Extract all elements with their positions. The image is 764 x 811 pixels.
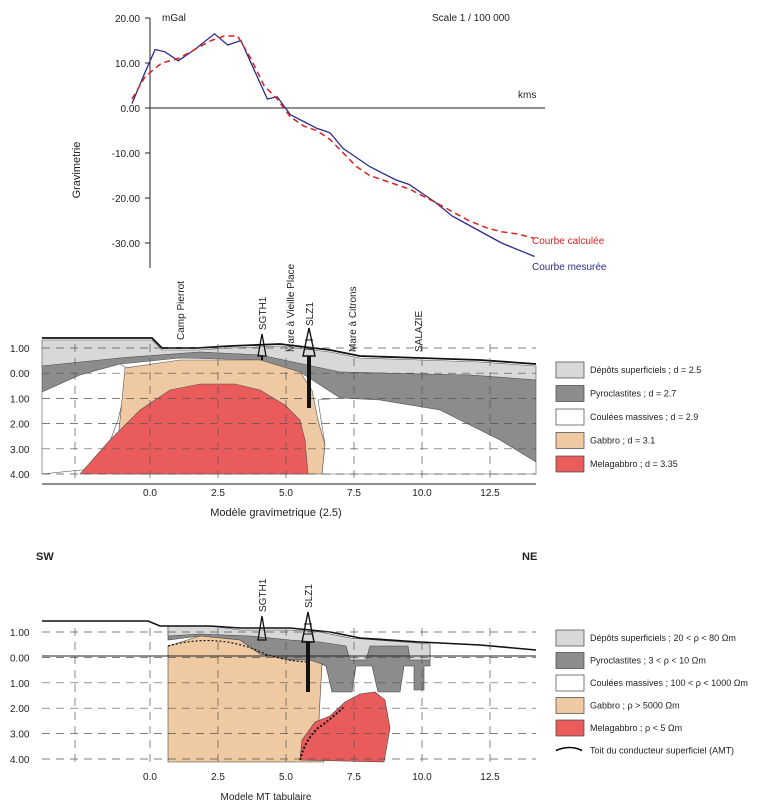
mt-well-label-sgth1: SGTH1	[258, 578, 269, 612]
series-label-calculated: Courbe calculée	[532, 236, 605, 247]
gravity-y-tick-label: -30.00	[112, 239, 141, 250]
mt-well-label-slz1: SLZ1	[304, 584, 315, 608]
distance-tick-label: 10.0	[412, 772, 432, 783]
legend-label: Dépôts superficiels ; d = 2.5	[590, 365, 701, 375]
depth-tick-label: 3.00	[10, 445, 30, 456]
layer-coulees-massives-right	[317, 397, 537, 475]
mt-layer-depots-superficiels	[167, 625, 431, 661]
layer-melagabbro	[79, 383, 309, 475]
legend-swatch	[555, 719, 585, 737]
well-sgth1	[257, 333, 267, 360]
distance-tick-label: 7.5	[347, 488, 361, 499]
distance-tick-label: 12.5	[480, 772, 500, 783]
depth-tick-label: 3.00	[10, 730, 30, 741]
legend-swatch	[555, 455, 585, 473]
mt-model-caption: Modele MT tabulaire	[221, 792, 312, 803]
gravity-y-tick-label: 20.00	[115, 14, 140, 25]
depth-tick-label: 1.00	[10, 679, 30, 690]
gravity-model-x-ticks: 0.0 2.5 5.0 7.5 10.0 12.5	[143, 488, 500, 499]
depth-tick-label: 1.00	[10, 344, 30, 355]
legend-swatch	[555, 674, 585, 692]
mt-model-y-ticks: 1.00 0.00 1.00 2.00 3.00 4.00	[10, 628, 30, 766]
distance-tick-label: 5.0	[279, 772, 293, 783]
depth-tick-label: 4.00	[10, 470, 30, 481]
mt-well-slz1	[301, 611, 315, 692]
series-label-measured: Courbe mesurée	[532, 262, 607, 273]
gravity-y-label: Gravimetrie	[71, 142, 83, 199]
gravity-unit-label: mGal	[162, 13, 186, 24]
sw-label: SW	[36, 551, 54, 563]
legend-swatch	[555, 385, 585, 402]
gravity-y-ticks: 20.00 10.00 0.00 -10.00 -20.00 -30.00	[112, 14, 150, 250]
distance-tick-label: 5.0	[279, 488, 293, 499]
mt-layer-melagabbro	[299, 691, 391, 763]
place-name-camp-pierrot: Camp Pierrot	[176, 281, 187, 340]
well-slz1	[302, 327, 316, 408]
gravity-y-tick-label: 10.00	[115, 59, 140, 70]
legend-label: Gabbro ; d = 3.1	[590, 436, 655, 446]
mt-topography-line	[42, 620, 537, 651]
place-name-sgth1: SGTH1	[258, 296, 269, 330]
depth-tick-label: 2.00	[10, 420, 30, 431]
ne-label: NE	[522, 551, 537, 563]
distance-tick-label: 7.5	[347, 772, 361, 783]
place-name-mare-a-citrons: Mare à Citrons	[348, 286, 359, 352]
mt-model-x-ticks: 0.0 2.5 5.0 7.5 10.0 12.5	[143, 772, 500, 783]
distance-tick-label: 2.5	[211, 772, 225, 783]
gravity-model-y-ticks: 1.00 0.00 1.00 2.00 3.00 4.00	[10, 344, 30, 481]
legend-label: Gabbro ; ρ > 5000 Ωm	[590, 701, 680, 711]
legend-label: Coulées massives ; d = 2.9	[590, 412, 698, 422]
distance-tick-label: 0.0	[143, 488, 157, 499]
topography-line	[42, 337, 537, 365]
depth-tick-label: 0.00	[10, 653, 30, 664]
depth-tick-label: 1.00	[10, 628, 30, 639]
amt-conductor-roof-2	[299, 705, 346, 761]
legend-swatch	[555, 432, 585, 449]
legend-swatch	[555, 361, 585, 379]
legend-swatch	[555, 629, 585, 647]
gravity-y-tick-label: -20.00	[112, 194, 141, 205]
legend-line-swatch	[555, 746, 583, 752]
depth-tick-label: 0.00	[10, 369, 30, 380]
distance-tick-label: 10.0	[412, 488, 432, 499]
legend-swatch	[555, 408, 585, 426]
gravity-model-caption: Modèle gravimetrique (2.5)	[210, 507, 341, 519]
gravity-model-grid	[42, 344, 536, 484]
place-name-mare-vieille-place: Mare à Vieille Place	[286, 263, 297, 352]
distance-tick-label: 2.5	[211, 488, 225, 499]
legend-swatch	[555, 652, 585, 669]
legend-label: Dépôts superficiels ; 20 < ρ < 80 Ωm	[590, 633, 736, 643]
depth-tick-label: 2.00	[10, 704, 30, 715]
place-name-salazie: SALAZIE	[414, 311, 425, 352]
distance-tick-label: 12.5	[480, 488, 500, 499]
gravity-model-section: 1.00 0.00 1.00 2.00 3.00 4.00 0.0 2.5 5.0 7.5 10.…	[10, 263, 701, 519]
scale-label: Scale 1 / 100 000	[432, 13, 510, 24]
gravity-model-legend: Dépôts superficiels ; d = 2.5 Pyroclastit…	[555, 361, 701, 473]
series-line-measured	[131, 32, 535, 258]
legend-label: Pyroclastites ; 3 < ρ < 10 Ωm	[590, 656, 706, 666]
legend-label: Melagabbro ; ρ < 5 Ωm	[590, 723, 682, 733]
mt-well-sgth1	[257, 615, 267, 641]
gravity-y-tick-label: 0.00	[121, 104, 141, 115]
series-line-calculated	[131, 35, 535, 240]
mt-layer-gabbro	[167, 635, 325, 763]
gravity-chart: 20.00 10.00 0.00 -10.00 -20.00 -30.00 mGal Sc…	[71, 13, 607, 273]
depth-tick-label: 4.00	[10, 755, 30, 766]
distance-tick-label: 0.0	[143, 772, 157, 783]
place-name-slz1: SLZ1	[305, 302, 316, 326]
mt-model-section: SW NE 1.00 0.00 1.00 2.00 3.00 4.00 0.0 2.5 5.0…	[10, 551, 748, 803]
mt-model-legend: Dépôts superficiels ; 20 < ρ < 80 Ωm Pyro…	[555, 629, 748, 756]
gravity-y-tick-label: -10.00	[112, 149, 141, 160]
gravity-x-label: kms	[518, 90, 536, 101]
legend-label: Pyroclastites ; d = 2.7	[590, 389, 676, 399]
legend-swatch	[555, 697, 585, 714]
legend-label: Coulées massives ; 100 < ρ < 1000 Ωm	[590, 678, 748, 688]
legend-label: Toit du conducteur superficiel (AMT)	[590, 746, 734, 756]
depth-tick-label: 1.00	[10, 394, 30, 405]
mt-model-grid	[42, 628, 536, 768]
legend-label: Melagabbro ; d = 3.35	[590, 459, 678, 469]
